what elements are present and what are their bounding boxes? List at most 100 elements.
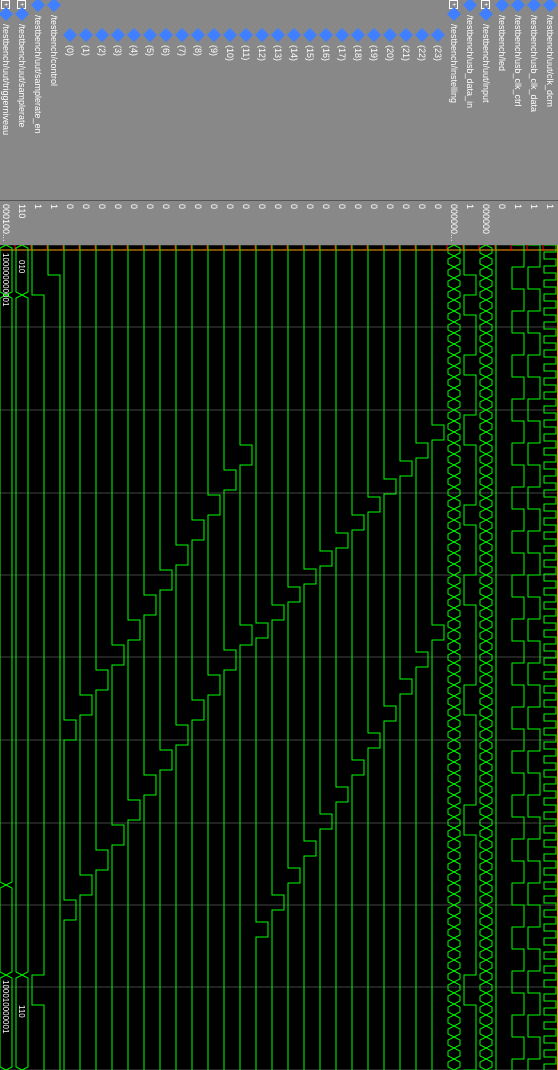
signal-name-row[interactable]: (13) (270, 0, 286, 200)
signal-label: (12) (257, 45, 267, 61)
signal-name-row[interactable]: /testbench/control (46, 0, 62, 200)
signal-name-row[interactable]: (10) (222, 0, 238, 200)
signal-label: /testbench/usb_clk_ctrl (513, 15, 523, 107)
signal-name-row[interactable]: (14) (286, 0, 302, 200)
signal-name-row[interactable]: (17) (334, 0, 350, 200)
signal-name-row[interactable]: /testbench/uut/samplerate_en (30, 0, 46, 200)
signal-label: (8) (193, 45, 203, 56)
signal-name-row[interactable]: (15) (302, 0, 318, 200)
signal-value: 0 (174, 201, 190, 245)
signal-value: 0 (142, 201, 158, 245)
diamond-icon (63, 28, 77, 42)
signal-name-row[interactable]: +/testbench/uut/samplerate (14, 0, 30, 200)
diamond-icon (319, 28, 333, 42)
signal-value: 000000 (478, 201, 494, 245)
signal-name-row[interactable]: /testbench/usb_clk_data (526, 0, 542, 200)
signal-value: 0 (94, 201, 110, 245)
signal-name-row[interactable]: (12) (254, 0, 270, 200)
signal-value: 000100... (0, 201, 14, 245)
signal-value: 0 (158, 201, 174, 245)
signal-label: /testbench/uut/samplerate (17, 24, 27, 128)
signal-name-row[interactable]: (5) (142, 0, 158, 200)
signal-label: /testbench/uut/input (481, 24, 491, 103)
signal-label: /testbench/control (49, 15, 59, 86)
signal-value: 0 (206, 201, 222, 245)
signal-name-row[interactable]: (2) (94, 0, 110, 200)
signal-label: (1) (81, 45, 91, 56)
signal-name-row[interactable]: +/testbench/instelling (446, 0, 462, 200)
signal-name-row[interactable]: (22) (414, 0, 430, 200)
signal-name-row[interactable]: (3) (110, 0, 126, 200)
signal-label: (2) (97, 45, 107, 56)
signal-value: 1 (462, 201, 478, 245)
signal-name-row[interactable]: (7) (174, 0, 190, 200)
diamond-icon (271, 28, 285, 42)
signal-name-row[interactable]: /testbench/led (494, 0, 510, 200)
signal-value: 0 (318, 201, 334, 245)
signal-name-row[interactable]: (11) (238, 0, 254, 200)
signal-value: 0 (222, 201, 238, 245)
signal-name-row[interactable]: +/testbench/uut/input (478, 0, 494, 200)
signal-name-row[interactable]: (23) (430, 0, 446, 200)
signal-name-row[interactable]: (1) (78, 0, 94, 200)
signal-name-row[interactable]: (6) (158, 0, 174, 200)
signal-label: (4) (129, 45, 139, 56)
diamond-icon (223, 28, 237, 42)
signal-label: /testbench/instelling (449, 24, 459, 103)
signal-value: 1 (30, 201, 46, 245)
signal-label: (11) (241, 45, 251, 60)
signal-name-row[interactable]: +/testbench/uut/triggerniveau (0, 0, 14, 200)
diamond-icon (0, 7, 13, 21)
signal-name-row[interactable]: (9) (206, 0, 222, 200)
signal-name-row[interactable]: (19) (366, 0, 382, 200)
diamond-icon (383, 28, 397, 42)
signal-label: (7) (177, 45, 187, 56)
signal-label: (9) (209, 45, 219, 56)
signal-value: 0 (350, 201, 366, 245)
diamond-icon (351, 28, 365, 42)
signal-name-row[interactable]: (4) (126, 0, 142, 200)
signal-value: 1 (46, 201, 62, 245)
diamond-icon (463, 0, 477, 12)
signal-value: 0 (366, 201, 382, 245)
signal-value: 0 (494, 201, 510, 245)
signal-value: 000000... (446, 201, 462, 245)
diamond-icon (431, 28, 445, 42)
signal-value: 0 (286, 201, 302, 245)
signal-name-row[interactable]: /testbench/usb_data_in (462, 0, 478, 200)
signal-label: (5) (145, 45, 155, 56)
signal-label: /testbench/usb_clk_data (529, 15, 539, 112)
diamond-icon (479, 7, 493, 21)
signal-name-row[interactable]: /testbench/uut/clk_dcm (542, 0, 558, 200)
signal-name-row[interactable]: (18) (350, 0, 366, 200)
signal-name-row[interactable]: (0) (62, 0, 78, 200)
signal-label: (17) (337, 45, 347, 61)
signal-label: (0) (65, 45, 75, 56)
signal-label: (18) (353, 45, 363, 61)
diamond-icon (367, 28, 381, 42)
signal-label: (19) (369, 45, 379, 61)
diamond-icon (399, 28, 413, 42)
svg-text:110: 110 (17, 1005, 26, 1018)
diamond-icon (31, 0, 45, 12)
signal-value: 110 (14, 201, 30, 245)
signal-label: (22) (417, 45, 427, 61)
signal-label: (16) (321, 45, 331, 61)
waveform-panel[interactable]: 010110100000000001100010000001 (0, 245, 558, 1070)
diamond-icon (207, 28, 221, 42)
signal-name-row[interactable]: /testbench/usb_clk_ctrl (510, 0, 526, 200)
signal-value: 0 (382, 201, 398, 245)
diamond-icon (79, 28, 93, 42)
signal-name-row[interactable]: (16) (318, 0, 334, 200)
signal-label: /testbench/uut/samplerate_en (33, 15, 43, 134)
signal-name-row[interactable]: (8) (190, 0, 206, 200)
signal-label: (20) (385, 45, 395, 61)
signal-label: (15) (305, 45, 315, 61)
signal-value: 1 (542, 201, 558, 245)
signal-label: /testbench/usb_data_in (465, 15, 475, 108)
signal-value: 0 (270, 201, 286, 245)
signal-values-panel: 11100000001000000...00000000000000000000… (0, 200, 558, 245)
signal-name-row[interactable]: (20) (382, 0, 398, 200)
signal-value: 0 (110, 201, 126, 245)
signal-name-row[interactable]: (21) (398, 0, 414, 200)
